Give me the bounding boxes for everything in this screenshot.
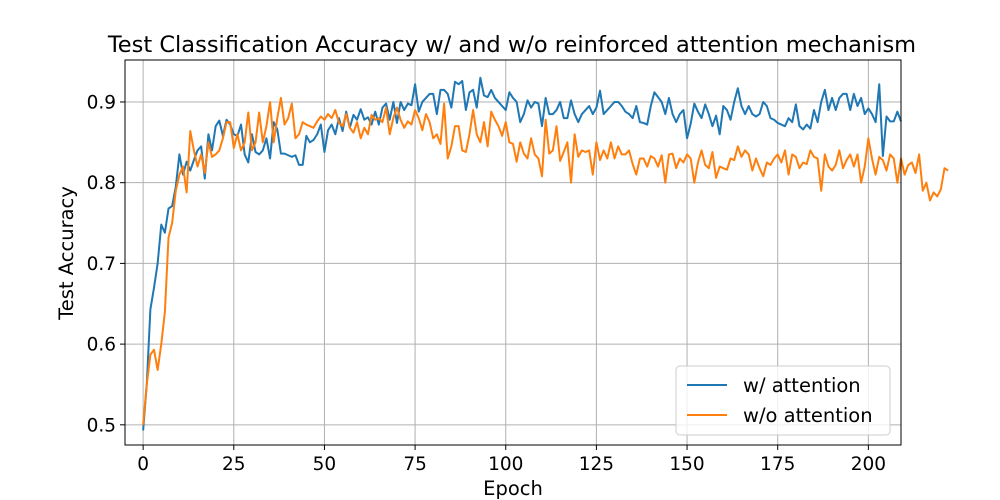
legend-label-wo-attention: w/o attention <box>743 404 873 427</box>
x-tick-label: 150 <box>669 454 704 475</box>
series-line-wo-attention <box>142 96 949 425</box>
x-tick-label: 100 <box>488 454 523 475</box>
x-tick-label: 175 <box>760 454 795 475</box>
y-axis-label: Test Accuracy <box>55 186 78 321</box>
x-axis-ticks: 0 25 50 75 100 125 150 175 200 <box>137 445 886 475</box>
y-tick-label: 0.5 <box>87 415 116 436</box>
legend-label-w-attention: w/ attention <box>743 374 861 397</box>
y-tick-label: 0.8 <box>87 173 116 194</box>
chart-title: Test Classification Accuracy w/ and w/o … <box>107 32 916 58</box>
x-tick-label: 0 <box>137 454 149 475</box>
y-tick-label: 0.7 <box>87 254 116 275</box>
x-tick-label: 75 <box>403 454 427 475</box>
plot-frame <box>124 59 902 446</box>
series-lines <box>142 76 949 431</box>
x-tick-label: 125 <box>579 454 614 475</box>
legend-box <box>675 365 891 436</box>
series-line-w-attention <box>142 76 902 431</box>
y-tick-label: 0.6 <box>87 335 116 356</box>
x-axis-label: Epoch <box>483 477 543 500</box>
x-tick-label: 50 <box>313 454 337 475</box>
y-tick-label: 0.9 <box>87 92 116 113</box>
x-tick-label: 200 <box>851 454 886 475</box>
y-axis-ticks: 0.5 0.6 0.7 0.8 0.9 <box>87 92 125 436</box>
legend: w/ attention w/o attention <box>675 365 891 436</box>
x-tick-label: 25 <box>222 454 246 475</box>
